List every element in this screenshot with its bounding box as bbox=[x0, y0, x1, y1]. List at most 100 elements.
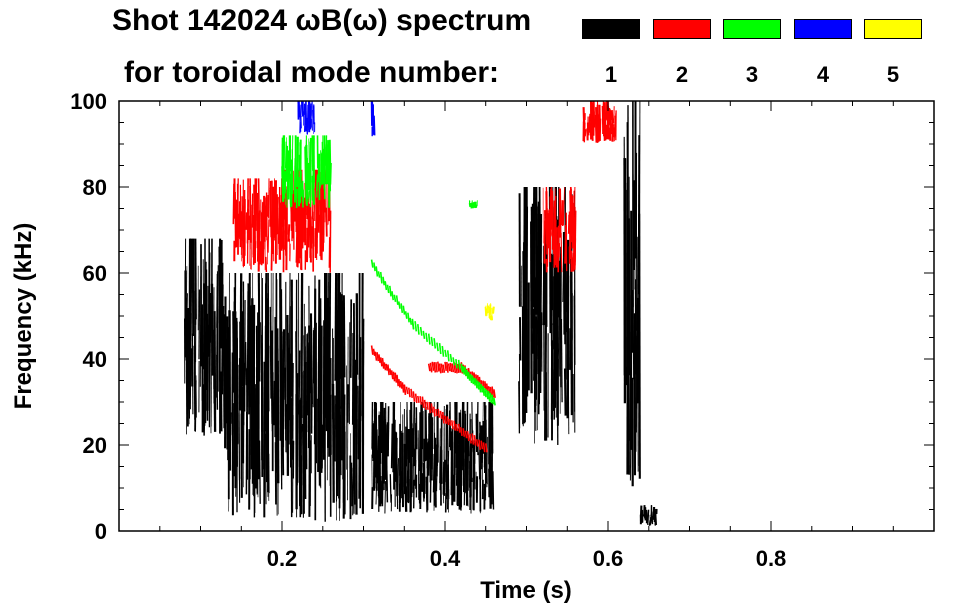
mode-2-activity-region bbox=[542, 186, 577, 273]
mode-3-chirp-mark bbox=[446, 350, 450, 362]
mode-3-streak bbox=[305, 140, 307, 176]
mode-1-streak bbox=[276, 360, 280, 484]
mode-3-chirp-mark bbox=[487, 390, 491, 402]
series-mode-5 bbox=[484, 303, 495, 321]
mode-3-chirp-mark bbox=[471, 375, 475, 385]
series-mode-1 bbox=[184, 100, 658, 526]
mode-3-chirp-mark bbox=[407, 312, 410, 323]
mode-2-chirp-mark bbox=[394, 372, 398, 383]
mode-3-streak bbox=[285, 161, 287, 194]
mode-1-streak bbox=[556, 320, 559, 446]
mode-1-streak bbox=[560, 318, 563, 403]
mode-1-streak bbox=[431, 417, 434, 481]
mode-1-streak bbox=[266, 293, 269, 437]
mode-1-streak bbox=[248, 272, 251, 385]
mode-1-streak bbox=[463, 458, 466, 506]
y-tick-label: 100 bbox=[70, 89, 107, 114]
mode-2-chirp-mark bbox=[435, 408, 438, 417]
mode-2-chirp-mark bbox=[435, 362, 438, 373]
mode-1-streak bbox=[464, 440, 467, 494]
mode-1-streak bbox=[239, 273, 243, 411]
mode-2-streak bbox=[611, 109, 614, 122]
mode-1-streak bbox=[435, 447, 437, 504]
mode-2-chirp-mark bbox=[385, 363, 389, 371]
mode-2-chirp-mark bbox=[410, 388, 413, 399]
legend-swatch-mode-3 bbox=[723, 19, 781, 39]
mode-3-streak bbox=[298, 177, 302, 204]
mode-1-streak bbox=[531, 253, 534, 329]
mode-1-streak bbox=[329, 272, 332, 379]
mode-1-streak bbox=[411, 428, 415, 458]
mode-2-streak bbox=[603, 111, 607, 141]
mode-2-chirp-mark bbox=[414, 393, 418, 404]
mode-2-streak bbox=[325, 207, 328, 237]
mode-3-chirp-mark bbox=[485, 389, 489, 400]
mode-1-streak bbox=[401, 414, 404, 491]
mode-2-streak bbox=[595, 107, 598, 128]
mode-2-chirp-mark bbox=[370, 345, 374, 355]
mode-3-chirp-mark bbox=[419, 326, 423, 336]
mode-2-streak bbox=[570, 195, 574, 233]
mode-5-streak bbox=[484, 306, 487, 317]
mode-1-streak bbox=[380, 411, 383, 454]
mode-3-chirp-mark bbox=[404, 311, 408, 319]
legend-label-mode-3: 3 bbox=[745, 62, 759, 87]
mode-1-streak bbox=[436, 453, 438, 492]
mode-1-streak bbox=[384, 452, 386, 477]
mode-1-streak bbox=[216, 273, 219, 328]
y-axis-label: Frequency (kHz) bbox=[10, 223, 37, 410]
mode-2-streak bbox=[597, 125, 600, 142]
mode-3-streak bbox=[308, 190, 310, 202]
mode-2-streak bbox=[560, 200, 564, 226]
mode-1-streak bbox=[246, 291, 249, 408]
mode-2-streak bbox=[553, 214, 556, 268]
mode-3-chirp-mark bbox=[375, 266, 379, 277]
mode-3-chirp-mark bbox=[464, 366, 467, 377]
mode-1-streak bbox=[387, 406, 390, 451]
mode-1-streak bbox=[308, 325, 311, 387]
mode-1-streak bbox=[304, 400, 308, 470]
y-tick-label: 60 bbox=[83, 261, 107, 286]
mode-2-chirp-track bbox=[427, 361, 496, 399]
mode-1-streak bbox=[422, 462, 425, 502]
mode-3-activity-region bbox=[281, 135, 332, 209]
mode-2-chirp-mark bbox=[444, 361, 447, 372]
mode-2-streak bbox=[563, 186, 565, 226]
mode-1-streak bbox=[478, 452, 480, 480]
mode-2-chirp-mark bbox=[433, 362, 437, 373]
mode-1-streak bbox=[394, 437, 398, 482]
mode-2-chirp-track bbox=[370, 345, 488, 453]
mode-3-chirp-mark bbox=[491, 394, 495, 405]
mode-2-chirp-mark bbox=[431, 361, 435, 371]
mode-2-chirp-mark bbox=[387, 364, 390, 376]
mode-1-streak bbox=[254, 384, 258, 489]
mode-2-chirp-mark bbox=[430, 403, 434, 413]
mode-1-streak bbox=[375, 480, 378, 505]
mode-3-chirp-mark bbox=[441, 345, 445, 357]
mode-2-streak bbox=[285, 210, 288, 252]
legend-swatch-mode-4 bbox=[794, 19, 852, 39]
mode-2-chirp-mark bbox=[398, 378, 401, 388]
mode-2-streak bbox=[239, 217, 241, 240]
mode-1-streak bbox=[425, 406, 428, 461]
y-tick-label: 20 bbox=[83, 433, 107, 458]
mode-1-streak bbox=[203, 358, 206, 426]
mode-2-streak bbox=[287, 224, 291, 242]
mode-2-chirp-mark bbox=[444, 415, 447, 425]
mode-3-streak bbox=[289, 168, 292, 208]
mode-1-streak bbox=[562, 231, 566, 335]
mode-2-chirp-mark bbox=[376, 352, 380, 362]
mode-2-chirp-mark bbox=[419, 396, 423, 405]
mode-1-streak bbox=[518, 381, 521, 434]
mode-2-chirp-mark bbox=[383, 362, 387, 371]
mode-1-streak bbox=[469, 413, 471, 488]
mode-1-streak bbox=[461, 401, 464, 471]
mode-3-chirp-mark bbox=[425, 332, 428, 343]
mode-1-streak bbox=[251, 324, 254, 484]
mode-3-chirp-mark bbox=[436, 342, 439, 352]
series-mode-4 bbox=[297, 100, 376, 137]
mode-1-streak bbox=[291, 362, 294, 439]
mode-4-streak bbox=[308, 108, 312, 124]
mode-1-streak bbox=[491, 444, 493, 476]
mode-2-streak bbox=[558, 188, 562, 238]
